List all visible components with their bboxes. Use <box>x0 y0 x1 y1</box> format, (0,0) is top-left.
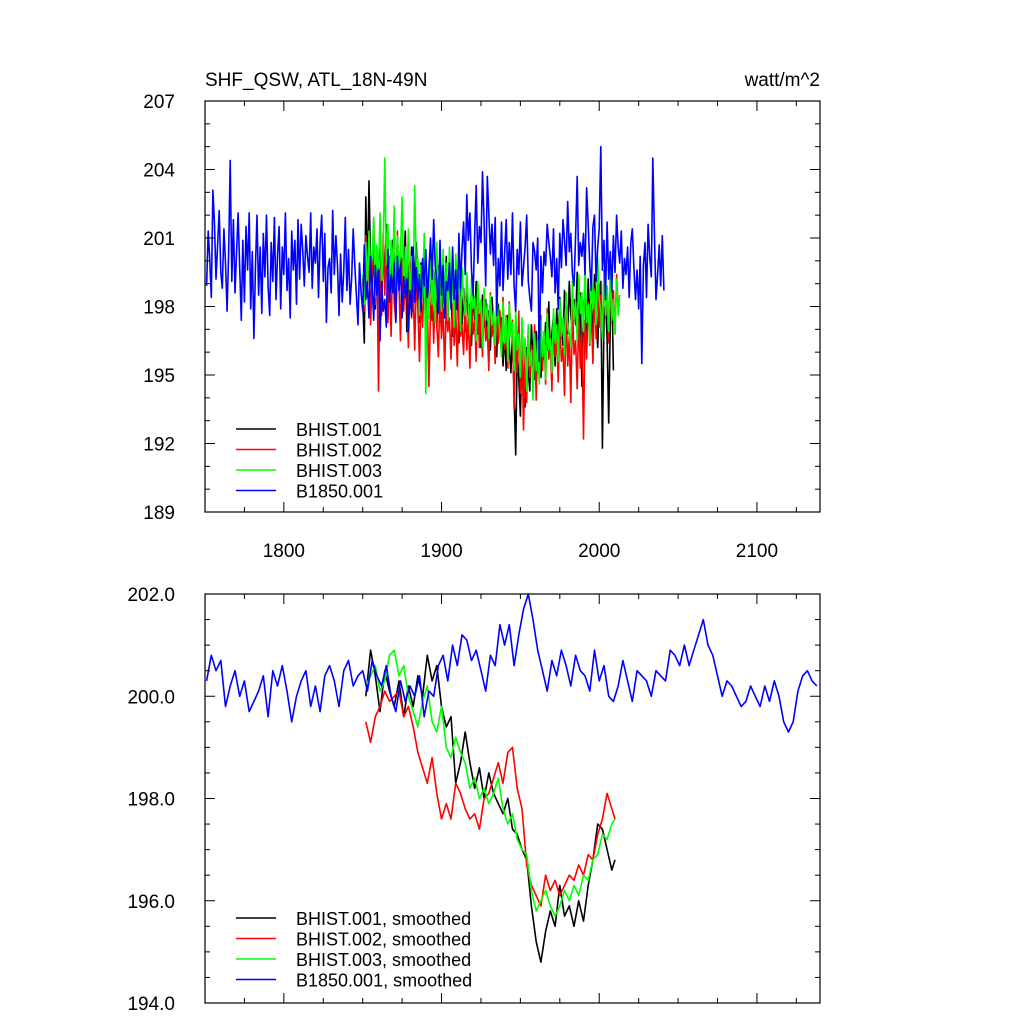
bottom-y-tick-label: 196.0 <box>127 892 175 913</box>
bottom-y-tick-label: 200.0 <box>127 687 175 708</box>
top-y-tick-label: 201 <box>143 229 175 250</box>
bottom-y-tick-label: 198.0 <box>127 790 175 811</box>
top-x-tick-label: 1900 <box>420 541 462 562</box>
top-x-tick-label: 1800 <box>263 541 305 562</box>
top-series-line-2 <box>361 157 621 401</box>
top-y-tick-label: 198 <box>143 298 175 319</box>
top-chart-title: SHF_QSW, ATL_18N-49N <box>205 70 427 91</box>
top-y-tick-label: 204 <box>143 161 175 182</box>
bottom-legend-label-1: BHIST.002, smoothed <box>296 930 471 950</box>
bottom-legend-label-2: BHIST.003, smoothed <box>296 950 471 970</box>
top-legend-label-2: BHIST.003 <box>296 461 382 481</box>
bottom-y-tick-label: 194.0 <box>127 994 175 1015</box>
top-y-tick-label: 192 <box>143 435 175 456</box>
bottom-series-line-1 <box>365 690 616 907</box>
top-y-tick-label: 207 <box>143 92 175 113</box>
top-x-tick-label: 2000 <box>578 541 620 562</box>
top-legend-label-0: BHIST.001 <box>296 420 382 440</box>
bottom-legend-label-3: B1850.001, smoothed <box>296 971 472 991</box>
top-chart-units: watt/m^2 <box>744 70 820 91</box>
bottom-legend-label-0: BHIST.001, smoothed <box>296 909 471 929</box>
top-y-tick-label: 195 <box>143 366 175 387</box>
top-legend-label-1: BHIST.002 <box>296 441 382 461</box>
top-x-tick-label: 2100 <box>736 541 778 562</box>
bottom-series-line-3 <box>205 593 818 733</box>
top-y-tick-label: 189 <box>143 503 175 524</box>
bottom-y-tick-label: 202.0 <box>127 585 175 606</box>
top-legend-label-3: B1850.001 <box>296 482 383 502</box>
top-series-line-3 <box>205 145 665 365</box>
